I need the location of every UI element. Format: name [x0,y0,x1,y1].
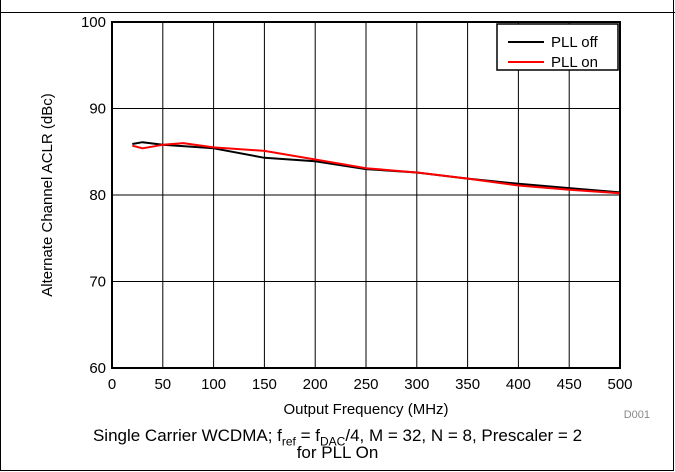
y-tick-label: 70 [89,274,106,291]
x-tick-label: 500 [607,376,632,393]
legend-label-pll-on: PLL on [551,54,598,71]
aclr-chart: 0 50 100 150 200 250 300 350 400 450 500 60 70 80 90 1… [39,14,650,421]
legend: PLL off PLL on [496,23,619,71]
x-tick-label: 450 [557,376,582,393]
x-axis-label: Output Frequency (MHz) [283,401,448,418]
x-tick-label: 200 [303,376,328,393]
x-tick-label: 300 [404,376,429,393]
y-tick-label: 90 [89,101,106,118]
caption-mid: = f [295,426,320,445]
series-line-pll-off [132,141,621,194]
y-tick-label: 80 [89,187,106,204]
caption-line2: for PLL On [296,443,379,462]
x-tick-label: 350 [455,376,480,393]
x-tick-label: 100 [201,376,226,393]
figure-code: D001 [624,409,650,421]
caption-suffix: /4, M = 32, N = 8, Prescaler = 2 [345,426,583,445]
x-tick-label: 250 [353,376,378,393]
plot-border [111,21,621,369]
series-lines [132,141,621,195]
x-tick-label: 50 [154,376,171,393]
x-tick-label: 150 [252,376,277,393]
y-tick-label: 100 [81,14,106,31]
y-axis-label: Alternate Channel ACLR (dBc) [39,93,56,296]
x-tick-label: 400 [506,376,531,393]
series-line-pll-on [132,142,621,195]
y-tick-label: 60 [89,360,106,377]
figure-top-rule [0,12,675,13]
y-tick-labels: 60 70 80 90 100 [81,14,106,377]
legend-label-pll-off: PLL off [551,34,599,51]
caption-prefix: Single Carrier WCDMA; f [92,426,282,445]
caption-sub-ref: ref [281,434,296,449]
x-tick-label: 0 [108,376,116,393]
figure-caption: Single Carrier WCDMA; fref = fDAC/4, M =… [0,427,675,461]
x-tick-labels: 0 50 100 150 200 250 300 350 400 450 500 [108,376,633,393]
